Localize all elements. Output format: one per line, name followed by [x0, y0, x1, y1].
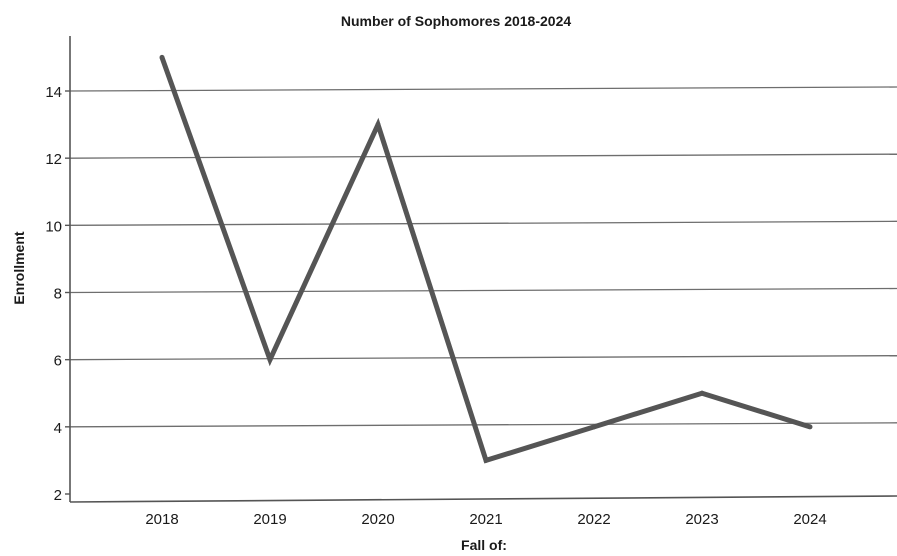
x-tick-label-2020: 2020: [361, 511, 394, 528]
series-layer: [159, 54, 813, 464]
y-tick-label-14: 14: [45, 84, 62, 101]
data-point-2022: [591, 424, 597, 430]
gridlines: [69, 86, 897, 428]
x-tick-label-2022: 2022: [577, 511, 610, 528]
chart-title: Number of Sophomores 2018-2024: [341, 13, 572, 29]
gridline-y-6: [69, 355, 897, 361]
y-tick-label-4: 4: [54, 420, 62, 437]
x-tick-label-2018: 2018: [145, 511, 178, 528]
data-point-2021: [483, 457, 489, 463]
gridline-y-14: [69, 86, 897, 92]
y-tick-label-8: 8: [54, 286, 62, 303]
data-point-2019: [267, 357, 273, 363]
x-tick-label-2024: 2024: [793, 511, 826, 528]
y-tick-label-2: 2: [54, 487, 62, 504]
data-point-2018: [159, 54, 165, 60]
x-axis-label: Fall of:: [461, 537, 507, 553]
data-point-2024: [807, 424, 813, 430]
x-tick-label-2021: 2021: [469, 511, 502, 528]
y-tick-labels: 2 4 6 8 10 12 14: [45, 84, 70, 504]
y-tick-label-6: 6: [54, 353, 62, 370]
x-tick-label-2023: 2023: [685, 511, 718, 528]
gridline-y-4: [69, 422, 897, 428]
series-line-0: [159, 56, 811, 464]
y-tick-label-10: 10: [45, 218, 62, 235]
data-point-2020: [375, 122, 381, 128]
y-axis-label: Enrollment: [11, 231, 27, 304]
gridline-y-12: [69, 153, 897, 159]
y-tick-label-12: 12: [45, 151, 62, 168]
gridline-y-8: [69, 287, 897, 294]
x-tick-label-2019: 2019: [253, 511, 286, 528]
gridline-y-10: [69, 220, 897, 226]
x-tick-labels: 2018 2019 2020 2021 2022 2023 2024: [145, 511, 826, 528]
data-point-2023: [699, 390, 705, 396]
x-axis: [69, 495, 897, 503]
